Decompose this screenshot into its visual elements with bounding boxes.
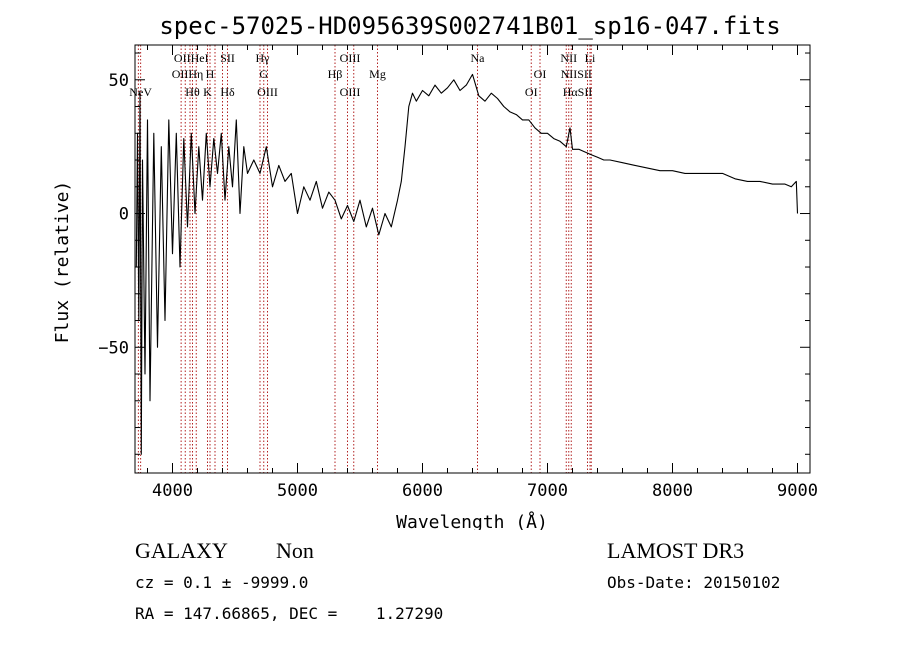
marker-label: K (203, 85, 212, 99)
emission-line-markers (137, 45, 592, 473)
x-axis-label: Wavelength (Å) (396, 511, 548, 530)
marker-label: Mg (369, 67, 386, 81)
y-axis: −50 0 50 (98, 52, 810, 455)
marker-label: OIII (257, 85, 278, 99)
plot-frame (134, 44, 811, 474)
marker-label: NeV (129, 85, 152, 99)
object-class: GALAXY (135, 538, 228, 563)
marker-label: G (259, 67, 268, 81)
x-tick-label: 8000 (652, 481, 693, 501)
x-axis: 4000 5000 6000 7000 8000 9000 (147, 45, 818, 501)
object-subclass: Non (276, 538, 314, 563)
y-tick-label: 0 (119, 205, 129, 225)
marker-label: OIIHeI (174, 51, 209, 65)
x-tick-label: 6000 (402, 481, 443, 501)
marker-label: Hθ (185, 85, 200, 99)
marker-label: H (206, 67, 215, 81)
marker-label: OIII (340, 85, 361, 99)
marker-label: Hδ (220, 85, 235, 99)
marker-label: OI (525, 85, 538, 99)
chart-title: spec-57025-HD095639S002741B01_sp16-047.f… (159, 12, 780, 40)
marker-label: NIISII (561, 67, 592, 81)
marker-label: OI (534, 67, 547, 81)
survey-label: LAMOST DR3 (607, 538, 745, 563)
marker-label: Na (471, 51, 486, 65)
x-tick-label: 5000 (277, 481, 318, 501)
marker-label: Li (585, 51, 596, 65)
redshift-text: cz = 0.1 ± -9999.0 (135, 573, 309, 592)
marker-label: HαSII (563, 85, 593, 99)
x-tick-label: 4000 (152, 481, 193, 501)
y-tick-label: 50 (109, 71, 129, 91)
marker-label: NII (560, 51, 577, 65)
spectrum-series-flux (135, 73, 799, 455)
x-tick-label: 7000 (527, 481, 568, 501)
y-axis-label: Flux (relative) (52, 181, 73, 344)
y-tick-label: −50 (98, 338, 129, 358)
marker-label: OIII (340, 51, 361, 65)
spectrum-line (135, 73, 799, 455)
marker-label: SII (220, 51, 235, 65)
obs-date: Obs-Date: 20150102 (607, 573, 781, 592)
spectrum-plot: spec-57025-HD095639S002741B01_sp16-047.f… (52, 12, 818, 530)
marker-label: Hβ (328, 67, 343, 81)
x-tick-label: 9000 (777, 481, 818, 501)
marker-label: Hγ (256, 51, 271, 65)
emission-line-labels: OIIHeI SII Hγ OIII Na NII Li OIIHη H G Hβ Mg OI NIISI… (129, 51, 596, 99)
marker-label: OIIHη (172, 67, 204, 81)
coordinates: RA = 147.66865, DEC = 1.27290 (135, 604, 444, 623)
